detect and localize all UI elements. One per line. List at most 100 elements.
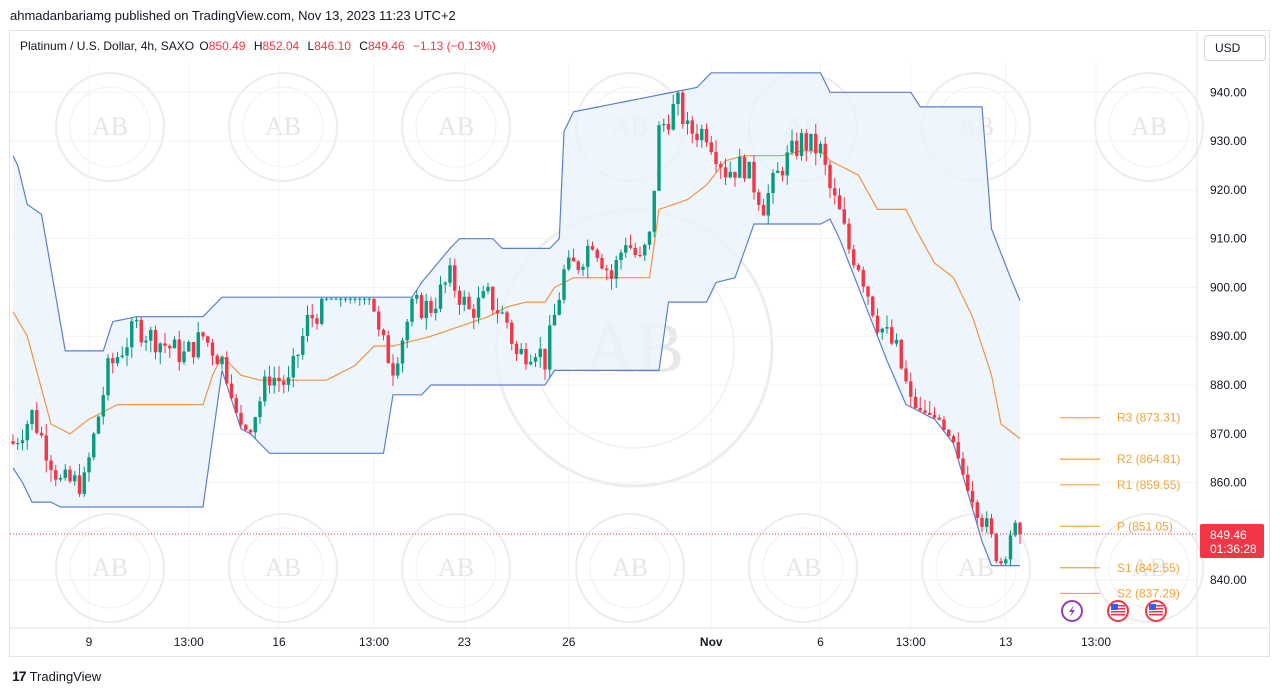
candle-body[interactable]	[709, 142, 713, 153]
candle-body[interactable]	[44, 435, 48, 461]
candle-body[interactable]	[282, 381, 286, 385]
candle-body[interactable]	[158, 343, 162, 353]
candle-body[interactable]	[937, 417, 941, 420]
candle-body[interactable]	[818, 143, 823, 154]
candle-body[interactable]	[529, 361, 533, 365]
candle-body[interactable]	[728, 171, 732, 178]
candle-body[interactable]	[847, 223, 851, 250]
candle-body[interactable]	[277, 377, 281, 382]
candle-body[interactable]	[187, 342, 191, 352]
candle-body[interactable]	[562, 269, 566, 300]
candle-body[interactable]	[1008, 535, 1013, 560]
candle-body[interactable]	[828, 164, 832, 189]
candle-body[interactable]	[704, 128, 709, 143]
candle-body[interactable]	[994, 534, 998, 562]
candle-body[interactable]	[918, 407, 922, 411]
candle-body[interactable]	[681, 92, 685, 124]
candle-body[interactable]	[324, 298, 329, 300]
candle-body[interactable]	[163, 343, 167, 346]
candle-body[interactable]	[904, 368, 908, 382]
candle-body[interactable]	[809, 133, 813, 151]
candle-body[interactable]	[1013, 522, 1017, 536]
candle-body[interactable]	[500, 312, 504, 314]
candle-body[interactable]	[657, 125, 661, 191]
candle-body[interactable]	[244, 424, 248, 430]
candle-body[interactable]	[358, 298, 362, 300]
candle-body[interactable]	[576, 261, 580, 270]
candle-body[interactable]	[581, 266, 585, 270]
candle-body[interactable]	[643, 244, 647, 256]
candle-body[interactable]	[970, 490, 975, 503]
candle-body[interactable]	[823, 143, 827, 165]
candle-body[interactable]	[700, 128, 704, 141]
lightning-icon[interactable]	[1061, 600, 1083, 622]
candle-body[interactable]	[719, 164, 723, 168]
candle-body[interactable]	[220, 357, 224, 365]
candle-body[interactable]	[438, 284, 443, 309]
candle-body[interactable]	[638, 255, 642, 257]
candle-body[interactable]	[690, 120, 694, 134]
candle-body[interactable]	[980, 517, 984, 527]
candle-body[interactable]	[571, 257, 576, 262]
candle-body[interactable]	[348, 298, 352, 300]
candle-body[interactable]	[339, 298, 343, 300]
candle-body[interactable]	[419, 294, 424, 319]
candle-body[interactable]	[766, 193, 770, 216]
candle-body[interactable]	[106, 358, 110, 396]
candle-body[interactable]	[39, 432, 44, 436]
candle-body[interactable]	[875, 315, 880, 333]
candle-body[interactable]	[329, 298, 333, 300]
candle-body[interactable]	[652, 190, 656, 232]
candle-body[interactable]	[396, 363, 400, 376]
candle-body[interactable]	[557, 299, 561, 315]
candle-body[interactable]	[662, 124, 666, 126]
candle-body[interactable]	[676, 92, 680, 104]
candle-body[interactable]	[666, 124, 671, 130]
candle-body[interactable]	[894, 339, 899, 344]
candle-body[interactable]	[462, 296, 466, 305]
candle-body[interactable]	[510, 322, 514, 344]
candle-body[interactable]	[215, 355, 219, 365]
candle-body[interactable]	[443, 282, 447, 285]
candle-body[interactable]	[172, 339, 177, 349]
us-flag-icon[interactable]	[1145, 600, 1167, 622]
candle-body[interactable]	[1018, 522, 1022, 535]
candle-body[interactable]	[548, 325, 552, 370]
candle-body[interactable]	[714, 152, 718, 165]
candle-body[interactable]	[391, 363, 395, 376]
candle-body[interactable]	[11, 441, 15, 444]
candle-body[interactable]	[742, 156, 747, 179]
candle-body[interactable]	[248, 429, 253, 433]
candle-body[interactable]	[761, 204, 766, 216]
candle-body[interactable]	[866, 286, 870, 297]
candle-body[interactable]	[210, 342, 215, 356]
candle-body[interactable]	[723, 167, 728, 178]
candle-body[interactable]	[975, 502, 979, 518]
candle-body[interactable]	[87, 457, 91, 473]
candle-body[interactable]	[538, 348, 542, 358]
candle-body[interactable]	[92, 433, 96, 458]
candle-body[interactable]	[491, 286, 495, 311]
candle-body[interactable]	[776, 170, 780, 173]
candle-body[interactable]	[533, 357, 538, 362]
candle-body[interactable]	[125, 347, 129, 356]
candle-body[interactable]	[206, 336, 210, 343]
candle-body[interactable]	[685, 120, 690, 124]
candle-body[interactable]	[267, 376, 272, 386]
candle-body[interactable]	[196, 332, 200, 358]
candle-body[interactable]	[253, 417, 257, 433]
candle-body[interactable]	[225, 357, 229, 384]
candle-body[interactable]	[785, 152, 789, 176]
candle-body[interactable]	[448, 265, 452, 283]
candle-body[interactable]	[467, 296, 471, 309]
candle-body[interactable]	[291, 356, 295, 378]
candle-body[interactable]	[880, 328, 884, 333]
candle-body[interactable]	[961, 458, 965, 475]
candle-body[interactable]	[472, 308, 476, 318]
candle-body[interactable]	[833, 188, 837, 196]
us-flag-icon[interactable]	[1107, 600, 1129, 622]
candle-body[interactable]	[35, 410, 39, 433]
candle-body[interactable]	[381, 329, 386, 336]
candle-body[interactable]	[130, 321, 134, 348]
candle-body[interactable]	[296, 354, 300, 357]
